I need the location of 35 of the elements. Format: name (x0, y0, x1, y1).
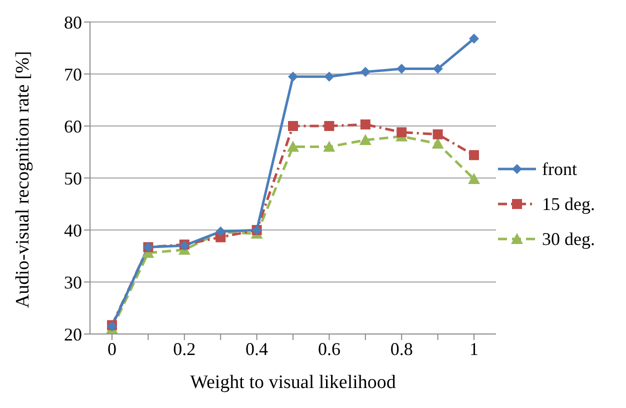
point (324, 72, 334, 82)
point (323, 140, 336, 152)
point (324, 121, 334, 131)
x-axis-title: Weight to visual likelihood (190, 372, 396, 393)
x-tick-label: 0 (108, 338, 116, 359)
point (288, 72, 298, 82)
point (469, 34, 479, 44)
point (432, 64, 443, 74)
point (432, 129, 443, 140)
point (469, 150, 479, 160)
y-tick-label: 50 (64, 168, 82, 188)
x-tick-label: 1 (470, 338, 478, 359)
y-tick-label: 70 (64, 64, 82, 84)
point (432, 138, 444, 149)
point (359, 134, 372, 146)
y-tick-label: 80 (64, 12, 82, 32)
point (288, 121, 298, 131)
y-tick-label: 30 (64, 272, 82, 292)
x-tick-label: 0.6 (318, 338, 340, 359)
x-tick-label: 0.8 (390, 338, 413, 359)
point (396, 127, 407, 138)
point (287, 140, 299, 152)
legend-label: front (542, 158, 577, 180)
point (396, 64, 407, 74)
point (360, 66, 370, 77)
legend-label: 30 deg. (542, 228, 595, 250)
y-axis-title: Audio-visual recognition rate [%] (12, 51, 34, 308)
x-tick-label: 0.2 (173, 338, 196, 359)
y-tick-label: 20 (64, 324, 82, 344)
x-tick-label: 0.4 (246, 338, 268, 359)
point (468, 173, 480, 184)
y-tick-label: 40 (64, 220, 82, 240)
legend-label: 15 deg. (542, 194, 595, 214)
y-tick-label: 60 (64, 116, 82, 136)
point (360, 119, 370, 130)
